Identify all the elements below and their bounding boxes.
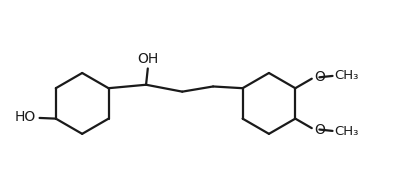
- Text: OH: OH: [137, 52, 158, 66]
- Text: CH₃: CH₃: [334, 69, 359, 82]
- Text: HO: HO: [15, 110, 36, 124]
- Text: CH₃: CH₃: [334, 125, 359, 138]
- Text: O: O: [314, 123, 325, 136]
- Text: O: O: [314, 70, 325, 84]
